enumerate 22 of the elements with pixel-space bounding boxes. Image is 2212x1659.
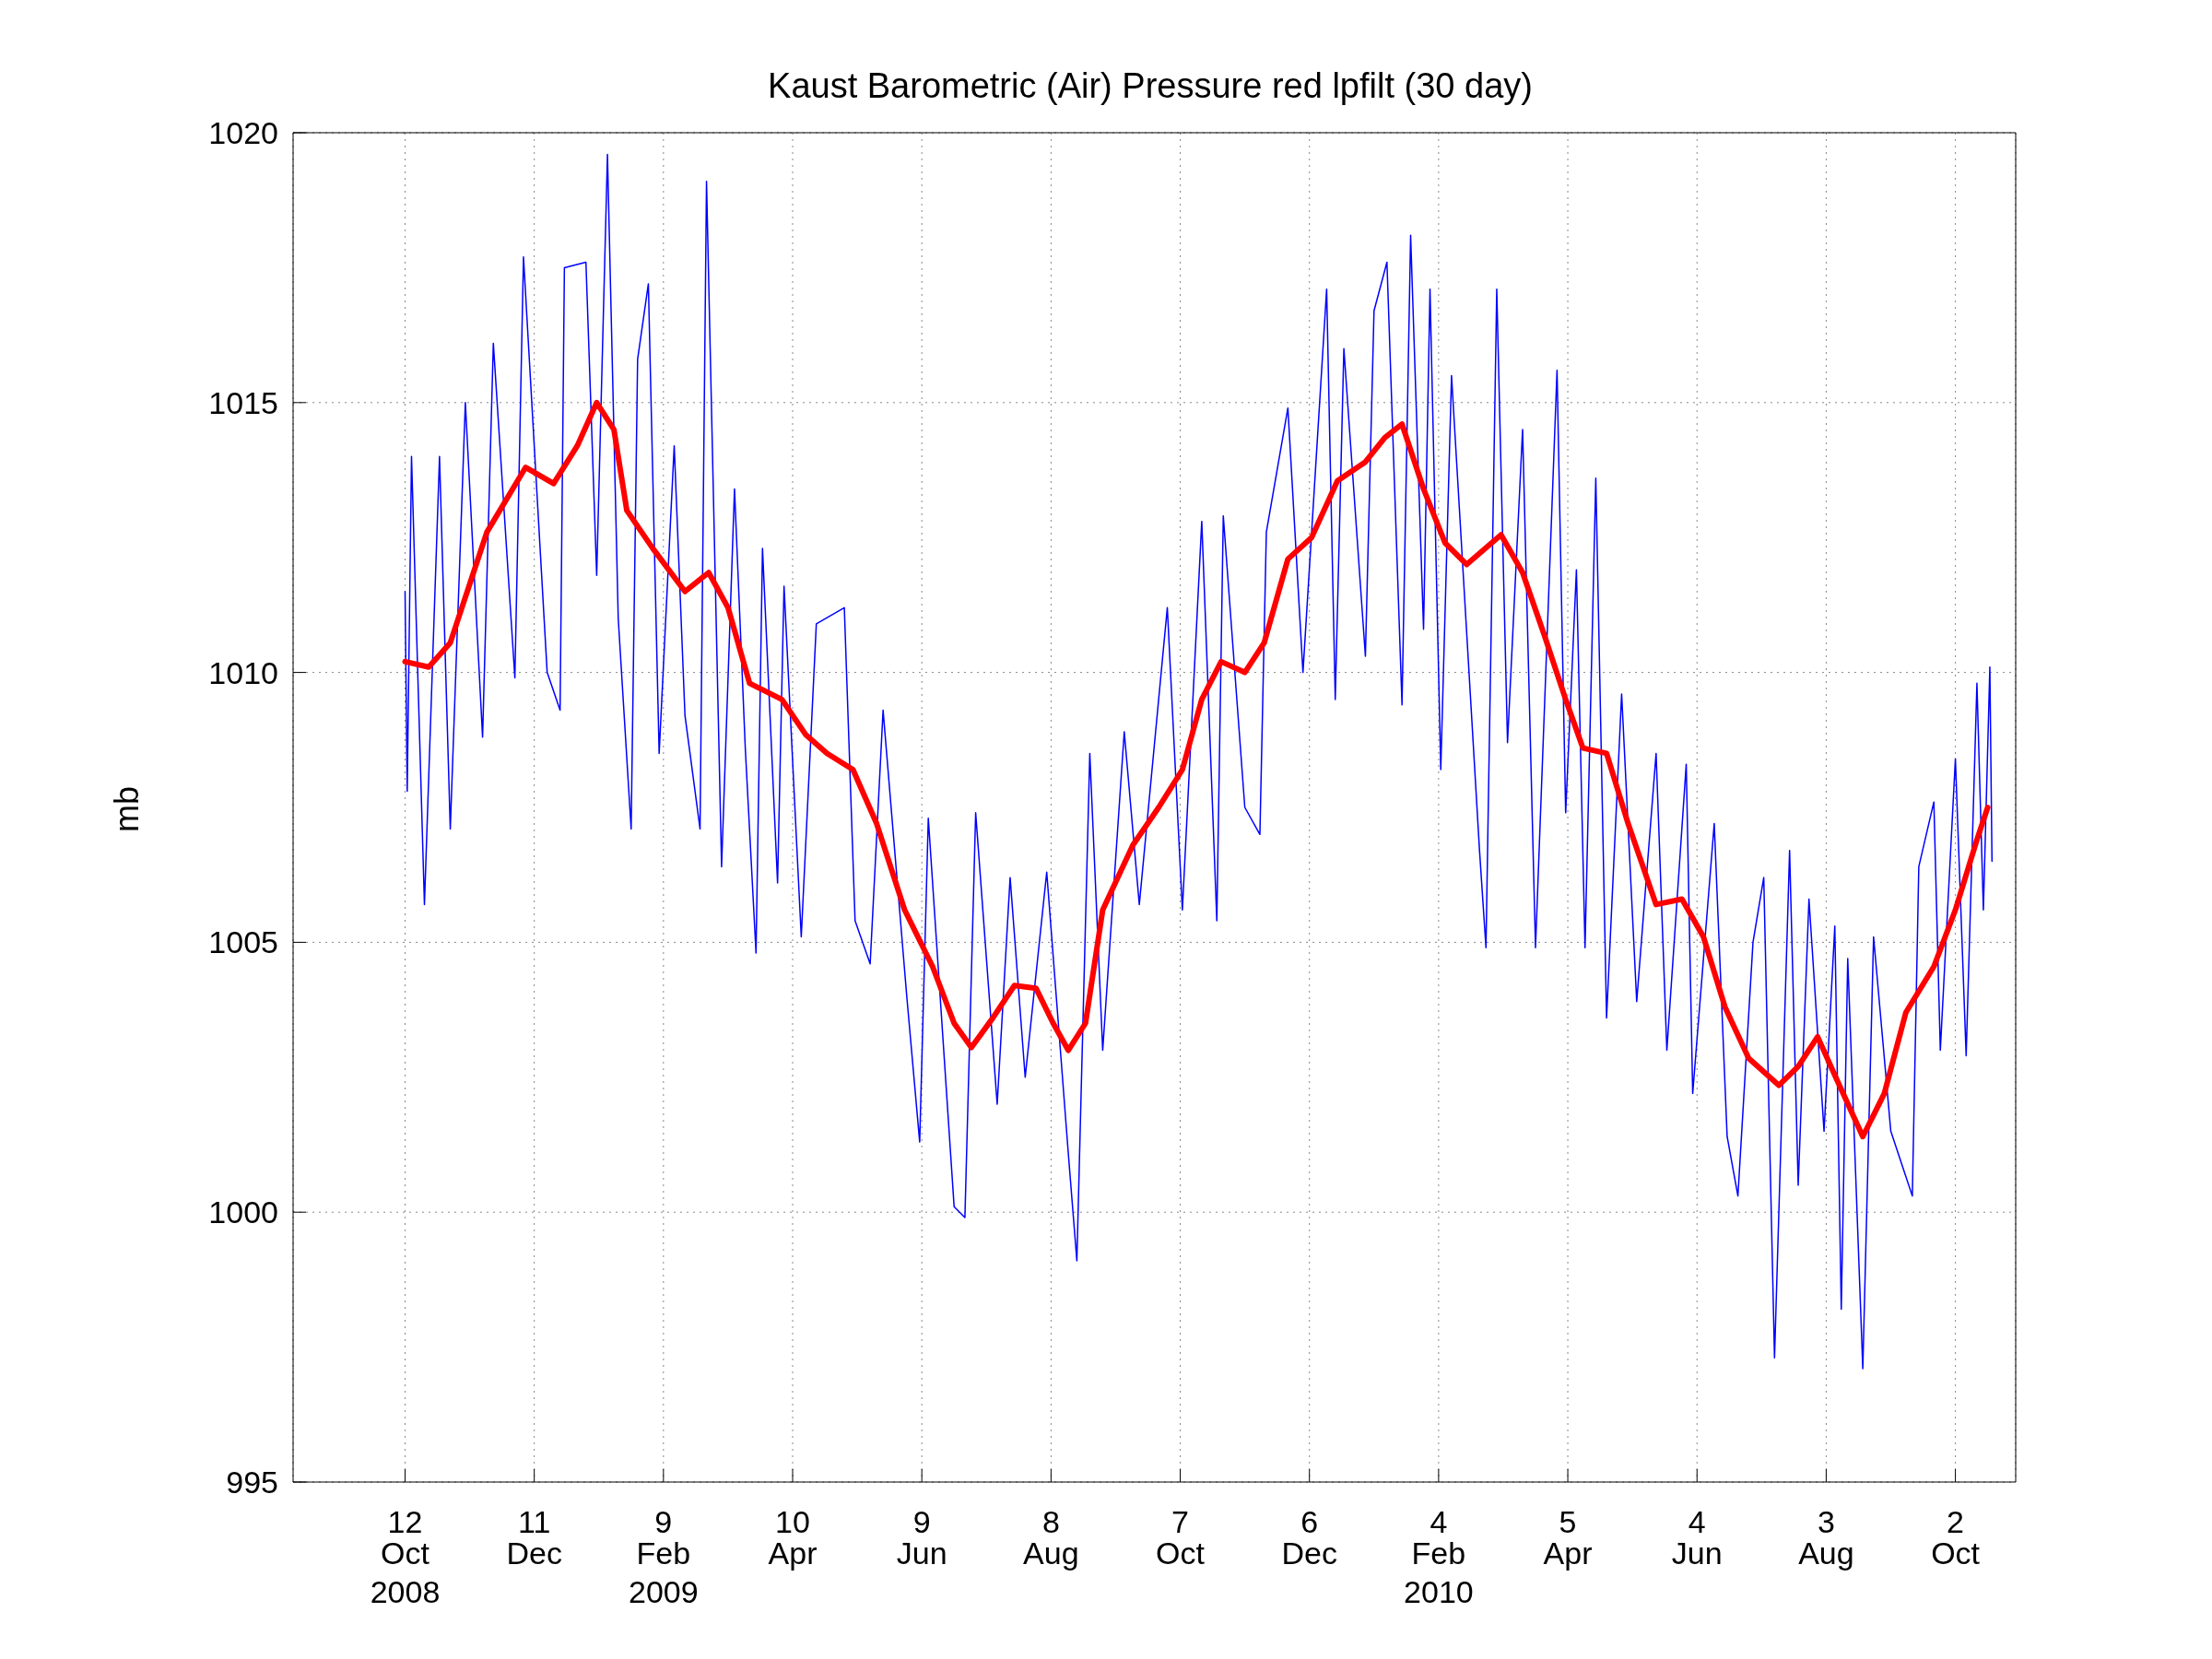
y-tick-label: 1020 — [208, 115, 278, 151]
x-tick-label: 4 Feb 2010 — [1404, 1503, 1474, 1610]
y-tick-label: 1000 — [208, 1194, 278, 1230]
x-tick-label: 9 Feb 2009 — [629, 1503, 699, 1610]
x-tick-label: 4 Jun — [1671, 1503, 1723, 1571]
y-axis-title: mb — [108, 785, 147, 833]
x-tick-label: 7 Oct — [1156, 1503, 1206, 1571]
x-tick-label: 6 Dec — [1281, 1503, 1337, 1571]
y-tick-label: 1005 — [208, 924, 278, 960]
chart-title: Kaust Barometric (Air) Pressure red lpfilt (30 day) — [767, 66, 1534, 106]
x-tick-label: 8 Aug — [1023, 1503, 1079, 1571]
x-tick-label: 10 Apr — [768, 1503, 818, 1571]
y-tick-label: 1010 — [208, 654, 278, 690]
y-tick-label: 1015 — [208, 384, 278, 420]
x-tick-label: 12 Oct 2008 — [370, 1503, 441, 1610]
x-tick-label: 11 Dec — [506, 1503, 562, 1571]
line-series — [404, 153, 1994, 1370]
x-tick-label: 9 Jun — [896, 1503, 947, 1571]
x-tick-label: 5 Apr — [1543, 1503, 1593, 1571]
x-tick-label: 2 Oct — [1931, 1503, 1981, 1571]
x-tick-label: 3 Aug — [1798, 1503, 1854, 1571]
y-tick-label: 995 — [226, 1465, 278, 1500]
